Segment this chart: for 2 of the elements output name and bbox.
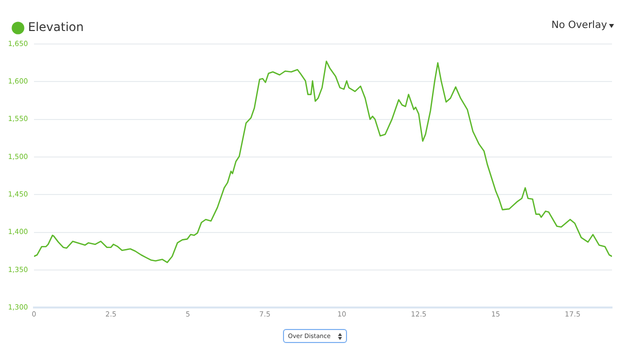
legend-label: Elevation: [28, 20, 84, 34]
text: No Overlay: [551, 20, 607, 31]
